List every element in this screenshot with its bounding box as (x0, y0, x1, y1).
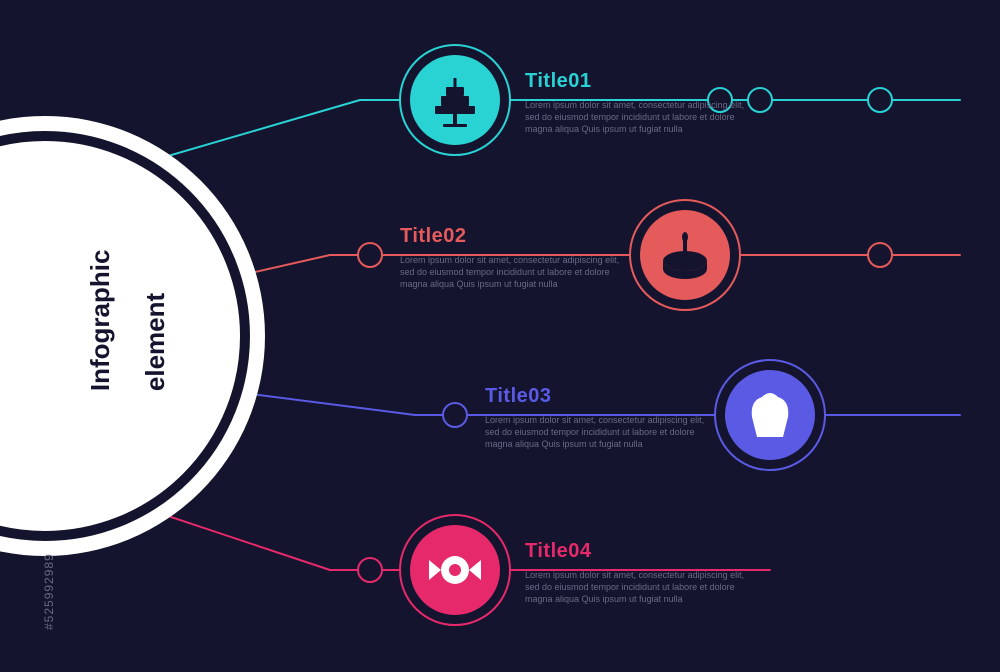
center-label: Infographic element (60, 250, 196, 420)
item-text-4: Title04 Lorem ipsum dolor sit amet, conse… (525, 540, 755, 605)
item-text-3: Title03 Lorem ipsum dolor sit amet, conse… (485, 385, 715, 450)
item-text-2: Title02 Lorem ipsum dolor sit amet, conse… (400, 225, 630, 290)
item-title: Title04 (525, 540, 755, 563)
item-title: Title03 (485, 385, 715, 408)
watermark-text: #525992989 (42, 553, 56, 630)
center-label-line1: Infographic (85, 250, 115, 392)
infographic-stage: Infographic element Title01 Lorem ipsum d… (0, 0, 1000, 672)
item-body: Lorem ipsum dolor sit amet, consectetur … (525, 569, 755, 605)
item-text-1: Title01 Lorem ipsum dolor sit amet, conse… (525, 70, 755, 135)
center-label-line2: element (140, 293, 170, 391)
item-title: Title02 (400, 225, 630, 248)
item-body: Lorem ipsum dolor sit amet, consectetur … (525, 99, 755, 135)
item-body: Lorem ipsum dolor sit amet, consectetur … (485, 414, 715, 450)
watermark: #525992989 (42, 553, 56, 630)
item-title: Title01 (525, 70, 755, 93)
item-body: Lorem ipsum dolor sit amet, consectetur … (400, 254, 630, 290)
